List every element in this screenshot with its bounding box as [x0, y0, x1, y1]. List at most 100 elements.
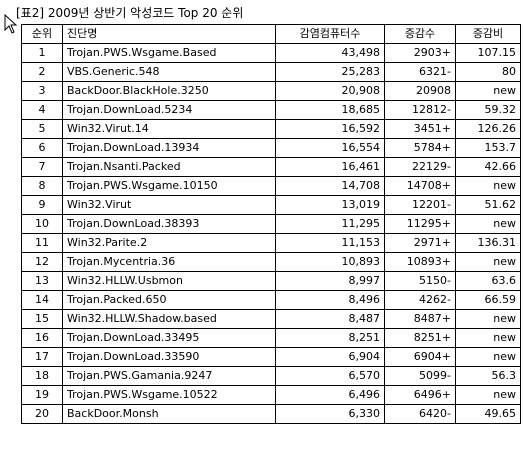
cell-infected-pcs: 11,295	[275, 214, 385, 234]
cell-name: VBS.Generic.548	[62, 62, 276, 82]
table-row: 3 BackDoor.BlackHole.3250 20,908 20908 new	[21, 81, 521, 101]
cell-change: 10893+	[384, 252, 456, 272]
table-row: 6 Trojan.DownLoad.13934 16,554 5784+ 153.7	[21, 138, 521, 158]
cell-name: Win32.HLLW.Shadow.based	[62, 309, 276, 329]
cell-change: 6321-	[384, 62, 456, 82]
cell-rank: 17	[21, 347, 63, 367]
cell-change: 12201-	[384, 195, 456, 215]
cell-name: Trojan.PWS.Gamania.9247	[62, 366, 276, 386]
cell-name: Trojan.DownLoad.5234	[62, 100, 276, 120]
cell-ratio: new	[455, 214, 521, 234]
cell-infected-pcs: 16,592	[275, 119, 385, 139]
cell-infected-pcs: 6,330	[275, 404, 385, 424]
header-rank: 순위	[21, 24, 63, 44]
cell-rank: 20	[21, 404, 63, 424]
table-body: 1 Trojan.PWS.Wsgame.Based 43,498 2903+ 107.1…	[21, 43, 521, 424]
cell-rank: 2	[21, 62, 63, 82]
cell-change: 2971+	[384, 233, 456, 253]
table-row: 8 Trojan.PWS.Wsgame.10150 14,708 14708+ new	[21, 176, 521, 196]
table-row: 14 Trojan.Packed.650 8,496 4262- 66.59	[21, 290, 521, 310]
cell-name: Trojan.Packed.650	[62, 290, 276, 310]
table-row: 4 Trojan.DownLoad.5234 18,685 12812- 59.32	[21, 100, 521, 120]
cell-infected-pcs: 20,908	[275, 81, 385, 101]
cell-infected-pcs: 8,496	[275, 290, 385, 310]
table-header-row: 순위 진단명 감염컴퓨터수 증감수 증감비	[21, 24, 521, 44]
cell-change: 5784+	[384, 138, 456, 158]
cell-change: 6904+	[384, 347, 456, 367]
cell-infected-pcs: 11,153	[275, 233, 385, 253]
table-row: 17 Trojan.DownLoad.33590 6,904 6904+ new	[21, 347, 521, 367]
cell-ratio: 42.66	[455, 157, 521, 177]
cell-change: 8251+	[384, 328, 456, 348]
cell-rank: 15	[21, 309, 63, 329]
cell-ratio: 153.7	[455, 138, 521, 158]
cell-infected-pcs: 16,554	[275, 138, 385, 158]
cell-ratio: 107.15	[455, 43, 521, 63]
header-ratio: 증감비	[455, 24, 521, 44]
cell-infected-pcs: 8,251	[275, 328, 385, 348]
cell-name: Trojan.Mycentria.36	[62, 252, 276, 272]
cell-name: Trojan.DownLoad.13934	[62, 138, 276, 158]
cell-rank: 3	[21, 81, 63, 101]
cell-ratio: new	[455, 252, 521, 272]
cell-name: Trojan.DownLoad.33495	[62, 328, 276, 348]
cell-rank: 8	[21, 176, 63, 196]
cell-rank: 9	[21, 195, 63, 215]
cell-ratio: new	[455, 81, 521, 101]
cell-name: BackDoor.BlackHole.3250	[62, 81, 276, 101]
cell-name: Win32.Virut.14	[62, 119, 276, 139]
header-infected-pcs: 감염컴퓨터수	[275, 24, 385, 44]
table-row: 11 Win32.Parite.2 11,153 2971+ 136.31	[21, 233, 521, 253]
cell-infected-pcs: 18,685	[275, 100, 385, 120]
cell-rank: 6	[21, 138, 63, 158]
cell-ratio: 80	[455, 62, 521, 82]
cell-ratio: 59.32	[455, 100, 521, 120]
table-row: 12 Trojan.Mycentria.36 10,893 10893+ new	[21, 252, 521, 272]
table-row: 13 Win32.HLLW.Usbmon 8,997 5150- 63.6	[21, 271, 521, 291]
cell-rank: 13	[21, 271, 63, 291]
cell-infected-pcs: 13,019	[275, 195, 385, 215]
cell-change: 20908	[384, 81, 456, 101]
cell-name: Trojan.PWS.Wsgame.Based	[62, 43, 276, 63]
cell-change: 3451+	[384, 119, 456, 139]
cell-name: Win32.HLLW.Usbmon	[62, 271, 276, 291]
cell-name: Trojan.DownLoad.33590	[62, 347, 276, 367]
table-row: 16 Trojan.DownLoad.33495 8,251 8251+ new	[21, 328, 521, 348]
cell-rank: 1	[21, 43, 63, 63]
cell-name: Win32.Virut	[62, 195, 276, 215]
cell-rank: 5	[21, 119, 63, 139]
cell-change: 2903+	[384, 43, 456, 63]
cell-ratio: 49.65	[455, 404, 521, 424]
cell-name: BackDoor.Monsh	[62, 404, 276, 424]
cell-name: Trojan.DownLoad.38393	[62, 214, 276, 234]
cell-change: 11295+	[384, 214, 456, 234]
cell-name: Win32.Parite.2	[62, 233, 276, 253]
table-row: 19 Trojan.PWS.Wsgame.10522 6,496 6496+ new	[21, 385, 521, 405]
table-row: 2 VBS.Generic.548 25,283 6321- 80	[21, 62, 521, 82]
cell-rank: 7	[21, 157, 63, 177]
cell-change: 8487+	[384, 309, 456, 329]
cell-infected-pcs: 6,496	[275, 385, 385, 405]
cell-ratio: 56.3	[455, 366, 521, 386]
table-row: 15 Win32.HLLW.Shadow.based 8,487 8487+ new	[21, 309, 521, 329]
cell-rank: 16	[21, 328, 63, 348]
malware-ranking-table: 순위 진단명 감염컴퓨터수 증감수 증감비 1 Trojan.PWS.Wsgame…	[21, 24, 521, 424]
cell-infected-pcs: 25,283	[275, 62, 385, 82]
cell-change: 12812-	[384, 100, 456, 120]
cell-change: 6420-	[384, 404, 456, 424]
table-row: 7 Trojan.Nsanti.Packed 16,461 22129- 42.66	[21, 157, 521, 177]
cell-ratio: new	[455, 176, 521, 196]
cell-infected-pcs: 6,904	[275, 347, 385, 367]
cell-ratio: 126.26	[455, 119, 521, 139]
cell-name: Trojan.PWS.Wsgame.10522	[62, 385, 276, 405]
cell-infected-pcs: 6,570	[275, 366, 385, 386]
cell-name: Trojan.PWS.Wsgame.10150	[62, 176, 276, 196]
cell-ratio: new	[455, 347, 521, 367]
cell-rank: 12	[21, 252, 63, 272]
cell-ratio: 51.62	[455, 195, 521, 215]
cell-change: 5150-	[384, 271, 456, 291]
table-row: 20 BackDoor.Monsh 6,330 6420- 49.65	[21, 404, 521, 424]
cell-rank: 11	[21, 233, 63, 253]
cell-name: Trojan.Nsanti.Packed	[62, 157, 276, 177]
table-row: 18 Trojan.PWS.Gamania.9247 6,570 5099- 56.3	[21, 366, 521, 386]
